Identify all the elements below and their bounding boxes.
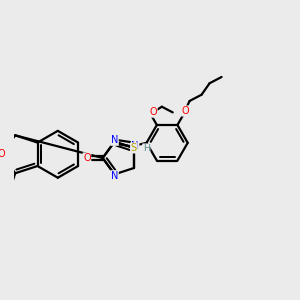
Text: N: N xyxy=(111,135,118,145)
Text: O: O xyxy=(83,153,91,163)
Text: O: O xyxy=(149,107,157,117)
Text: O: O xyxy=(0,149,5,159)
Text: O: O xyxy=(182,106,189,116)
Text: H: H xyxy=(143,144,150,153)
Text: N: N xyxy=(131,142,139,152)
Text: N: N xyxy=(111,171,118,181)
Text: S: S xyxy=(130,143,137,153)
